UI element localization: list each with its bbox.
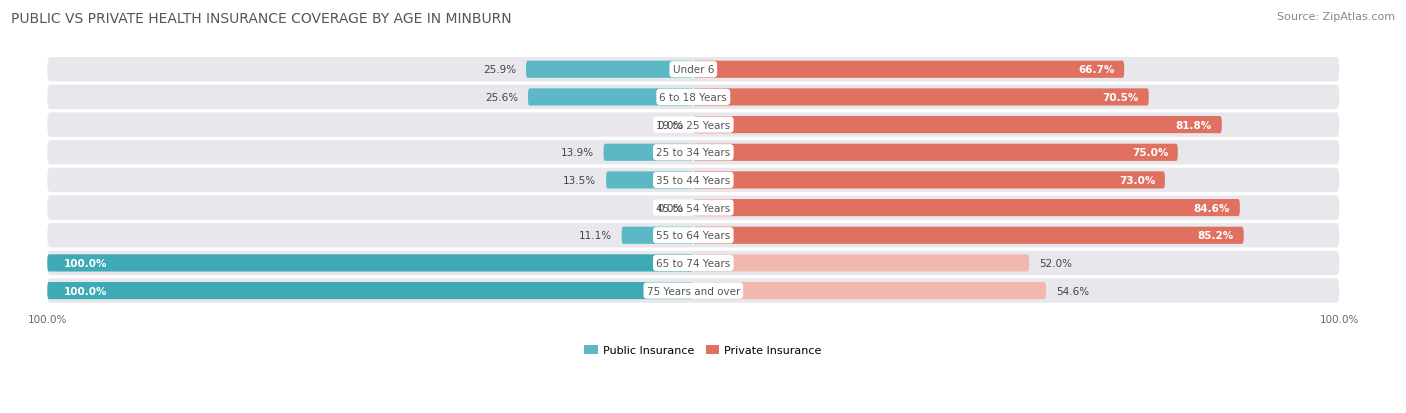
- FancyBboxPatch shape: [693, 227, 1244, 244]
- Text: 75.0%: 75.0%: [1132, 148, 1168, 158]
- Text: 13.5%: 13.5%: [564, 176, 596, 185]
- Text: Source: ZipAtlas.com: Source: ZipAtlas.com: [1277, 12, 1395, 22]
- FancyBboxPatch shape: [48, 169, 1340, 192]
- Text: 100.0%: 100.0%: [63, 286, 107, 296]
- Text: 100.0%: 100.0%: [63, 258, 107, 268]
- Text: 13.9%: 13.9%: [561, 148, 593, 158]
- FancyBboxPatch shape: [48, 85, 1340, 110]
- Text: Under 6: Under 6: [672, 65, 714, 75]
- FancyBboxPatch shape: [48, 58, 1340, 82]
- Text: 45 to 54 Years: 45 to 54 Years: [657, 203, 731, 213]
- FancyBboxPatch shape: [693, 255, 1029, 272]
- Text: 0.0%: 0.0%: [658, 120, 683, 130]
- FancyBboxPatch shape: [693, 172, 1166, 189]
- FancyBboxPatch shape: [48, 255, 693, 272]
- Text: 85.2%: 85.2%: [1198, 231, 1234, 241]
- Text: 75 Years and over: 75 Years and over: [647, 286, 740, 296]
- Text: 54.6%: 54.6%: [1056, 286, 1088, 296]
- FancyBboxPatch shape: [603, 144, 693, 161]
- FancyBboxPatch shape: [621, 227, 693, 244]
- Text: 35 to 44 Years: 35 to 44 Years: [657, 176, 731, 185]
- Text: 0.0%: 0.0%: [658, 203, 683, 213]
- FancyBboxPatch shape: [48, 279, 1340, 303]
- FancyBboxPatch shape: [48, 223, 1340, 248]
- FancyBboxPatch shape: [606, 172, 693, 189]
- Legend: Public Insurance, Private Insurance: Public Insurance, Private Insurance: [579, 340, 827, 360]
- FancyBboxPatch shape: [48, 113, 1340, 138]
- Text: 81.8%: 81.8%: [1175, 120, 1212, 130]
- Text: 25 to 34 Years: 25 to 34 Years: [657, 148, 731, 158]
- Text: 52.0%: 52.0%: [1039, 258, 1071, 268]
- Text: 6 to 18 Years: 6 to 18 Years: [659, 93, 727, 103]
- FancyBboxPatch shape: [48, 196, 1340, 220]
- Text: 70.5%: 70.5%: [1102, 93, 1139, 103]
- Text: 11.1%: 11.1%: [579, 231, 612, 241]
- FancyBboxPatch shape: [693, 117, 1222, 134]
- FancyBboxPatch shape: [693, 144, 1178, 161]
- FancyBboxPatch shape: [693, 282, 1046, 299]
- FancyBboxPatch shape: [526, 62, 693, 78]
- Text: 66.7%: 66.7%: [1078, 65, 1115, 75]
- FancyBboxPatch shape: [693, 62, 1125, 78]
- FancyBboxPatch shape: [693, 89, 1149, 106]
- Text: 55 to 64 Years: 55 to 64 Years: [657, 231, 731, 241]
- FancyBboxPatch shape: [48, 251, 1340, 275]
- Text: 19 to 25 Years: 19 to 25 Years: [657, 120, 731, 130]
- FancyBboxPatch shape: [48, 282, 693, 299]
- Text: 73.0%: 73.0%: [1119, 176, 1156, 185]
- FancyBboxPatch shape: [48, 141, 1340, 165]
- FancyBboxPatch shape: [693, 199, 1240, 217]
- Text: 84.6%: 84.6%: [1194, 203, 1230, 213]
- FancyBboxPatch shape: [527, 89, 693, 106]
- Text: 65 to 74 Years: 65 to 74 Years: [657, 258, 731, 268]
- Text: PUBLIC VS PRIVATE HEALTH INSURANCE COVERAGE BY AGE IN MINBURN: PUBLIC VS PRIVATE HEALTH INSURANCE COVER…: [11, 12, 512, 26]
- Text: 25.9%: 25.9%: [484, 65, 516, 75]
- Text: 25.6%: 25.6%: [485, 93, 519, 103]
